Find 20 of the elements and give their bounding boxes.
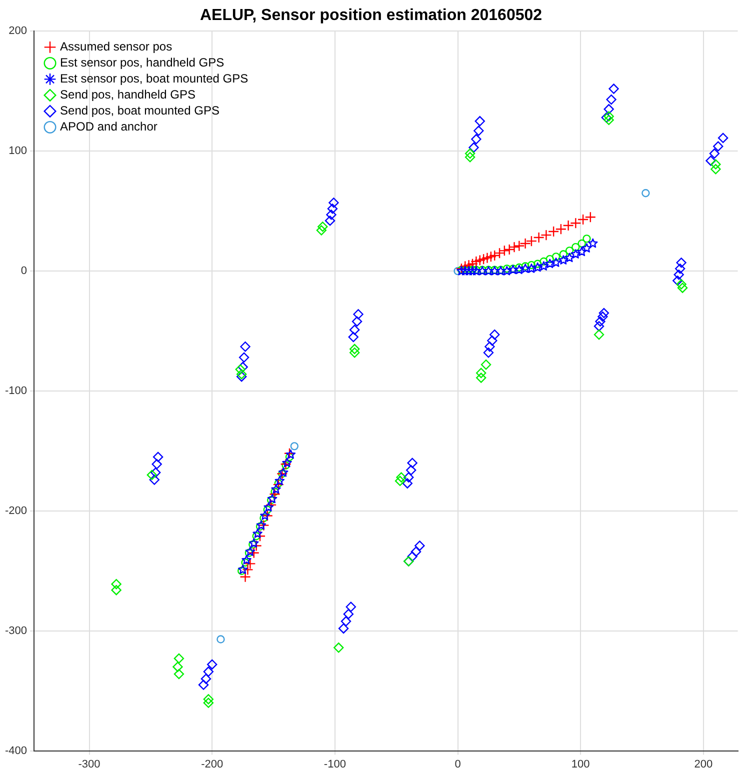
y-tick-label: -100 [4, 385, 28, 398]
y-tick-label: -400 [4, 744, 28, 757]
legend-label: Assumed sensor pos [60, 40, 172, 54]
y-tick-label: 200 [8, 25, 28, 38]
x-tick-label: -100 [324, 758, 346, 770]
legend-label: Est sensor pos, boat mounted GPS [60, 72, 248, 86]
legend-label: Send pos, boat mounted GPS [60, 104, 220, 118]
y-tick-label: -300 [4, 624, 28, 637]
x-tick-label: -300 [78, 758, 100, 770]
x-tick-label: -200 [201, 758, 224, 770]
y-tick-label: -200 [4, 504, 28, 517]
x-tick-label: 200 [694, 758, 713, 770]
x-tick-label: 0 [454, 758, 461, 770]
x-tick-label: 100 [571, 758, 590, 770]
chart-title: AELUP, Sensor position estimation 20160502 [200, 7, 542, 24]
y-tick-label: 0 [20, 265, 28, 278]
legend-label: Send pos, handheld GPS [60, 88, 196, 102]
y-tick-label: 100 [8, 145, 28, 158]
legend-label: APOD and anchor [60, 120, 158, 134]
legend-label: Est sensor pos, handheld GPS [60, 56, 224, 70]
